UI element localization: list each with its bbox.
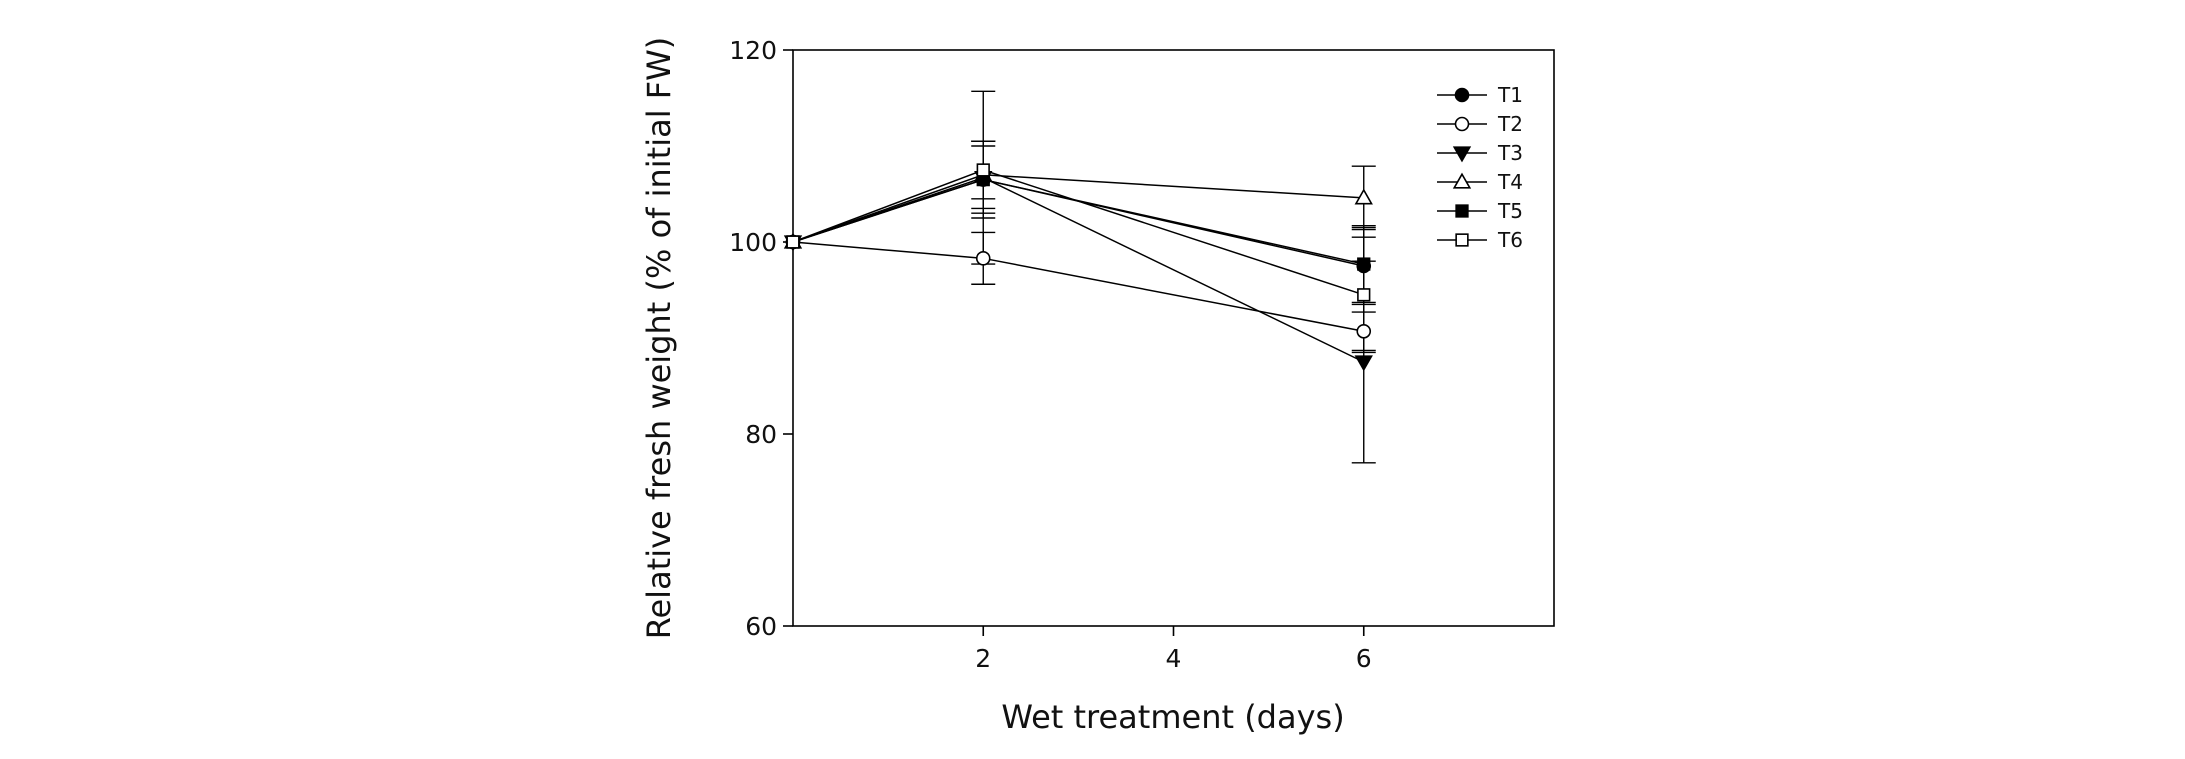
- y-tick-label-100: 100: [729, 228, 777, 257]
- legend-label-t1: T1: [1497, 83, 1523, 107]
- point-t2-x6: [1356, 323, 1372, 339]
- legend-marker-t4: [1452, 172, 1472, 189]
- point-t3-x6: [1354, 355, 1373, 372]
- legend-marker-t1: [1454, 87, 1470, 103]
- x-axis-title: Wet treatment (days): [1001, 698, 1344, 736]
- legend-label-t3: T3: [1497, 141, 1523, 165]
- point-t5-x6: [1357, 257, 1371, 271]
- y-tick-label-60: 60: [745, 612, 777, 641]
- legend-label-t2: T2: [1497, 112, 1523, 136]
- point-t6-x2: [976, 163, 990, 177]
- plot-frame: [792, 49, 1555, 627]
- y-tick-label-120: 120: [729, 36, 777, 65]
- legend-marker-t5: [1455, 204, 1469, 218]
- y-tick-label-80: 80: [745, 420, 777, 449]
- error-bars: [971, 90, 1376, 464]
- series-line-t4: [792, 174, 1364, 243]
- series-line-t3: [792, 176, 1365, 363]
- legend-marker-t2: [1454, 116, 1470, 132]
- legend-marker-t6: [1455, 233, 1469, 247]
- x-tick-label-4: 4: [1166, 644, 1182, 673]
- y-axis-title: Relative fresh weight (% of initial FW): [640, 37, 678, 640]
- point-t2-x2: [975, 251, 991, 266]
- x-tick-label-2: 2: [975, 644, 991, 673]
- legend-label-t6: T6: [1497, 228, 1523, 252]
- x-tick-label-6: 6: [1356, 644, 1372, 673]
- legend-label-t4: T4: [1497, 170, 1523, 194]
- point-t6-x0: [786, 235, 800, 249]
- point-t6-x6: [1357, 288, 1371, 302]
- point-t4-x6: [1354, 188, 1373, 205]
- axis-ticks: 2 4 6 60 80 100 120: [729, 36, 1371, 673]
- legend: T1 T2 T3 T4 T5 T6: [1437, 83, 1523, 252]
- series-line-t2: [792, 241, 1364, 333]
- series-lines: [792, 169, 1365, 363]
- legend-label-t5: T5: [1497, 199, 1523, 223]
- series-markers: [783, 163, 1373, 372]
- legend-marker-t3: [1452, 146, 1472, 163]
